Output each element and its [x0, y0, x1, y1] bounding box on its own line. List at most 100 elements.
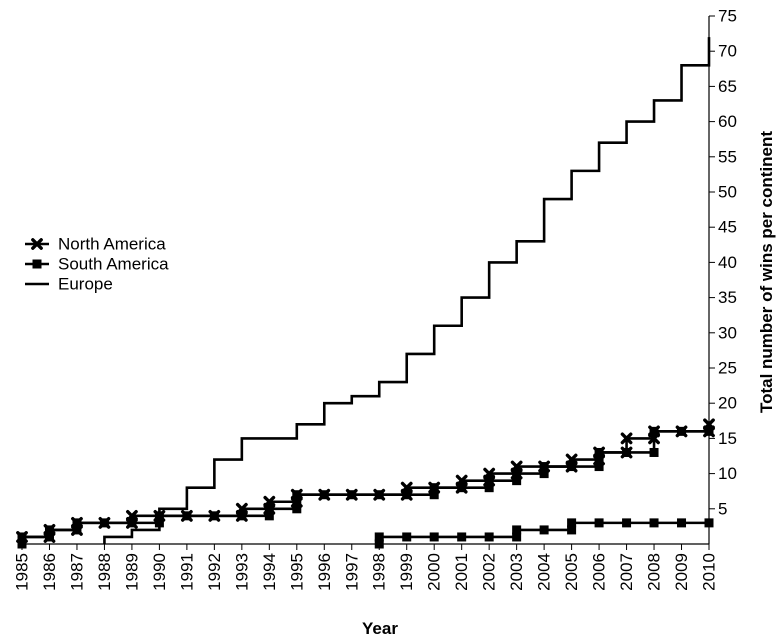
legend-label: South America [58, 255, 169, 274]
series-1-point [99, 518, 109, 528]
x-tick-label: 2007 [617, 553, 636, 591]
series-1-point [512, 469, 522, 479]
x-tick-label: 2001 [452, 553, 471, 591]
plot-markers [16, 418, 715, 549]
x-tick-label: 2004 [535, 553, 554, 591]
series-1-point [567, 462, 577, 472]
y-axis: 5 10 15 20 25 30 35 40 45 50 55 60 65 70 75 [708, 7, 737, 544]
plot-lines [20, 37, 711, 544]
series-2-point [457, 532, 467, 542]
series-1-point [17, 532, 27, 542]
series-2-point [402, 532, 412, 542]
y-tick-label: 35 [718, 288, 737, 307]
series-2-point [484, 532, 494, 542]
x-tick-label: 1987 [67, 553, 86, 591]
legend-item: North America [25, 235, 166, 254]
x-tick-label: 1990 [150, 553, 169, 591]
series-1-point [72, 518, 82, 528]
x-tick-label: 2008 [645, 553, 664, 591]
series-1-point [594, 455, 604, 465]
series-1-point [594, 462, 604, 472]
series-2-point [677, 518, 687, 528]
y-tick-label: 25 [718, 359, 737, 378]
series-1-point [594, 447, 604, 457]
series-2-point [512, 525, 522, 535]
series-1-point [347, 490, 357, 500]
y-tick-label: 50 [718, 183, 737, 202]
y-axis-title: Total number of wins per continent [757, 131, 776, 413]
series-1-point [292, 490, 302, 500]
series-1-point [649, 447, 659, 457]
series-1-point [44, 532, 54, 542]
y-tick-label: 45 [718, 218, 737, 237]
x-tick-label: 1998 [370, 553, 389, 591]
x-tick-label: 1988 [95, 553, 114, 591]
y-tick-label: 10 [718, 464, 737, 483]
series-1-point [402, 490, 412, 500]
series-1-point [209, 511, 219, 521]
x-tick-label: 2003 [507, 553, 526, 591]
x-tick-label: 1991 [177, 553, 196, 591]
series-1-point [539, 462, 549, 472]
y-tick-label: 75 [718, 7, 737, 26]
series-1-point [292, 497, 302, 507]
x-tick-label: 2000 [425, 553, 444, 591]
series-1-point [512, 476, 522, 486]
series-1-point [154, 518, 164, 528]
x-tick-label: 1989 [122, 553, 141, 591]
series-2-point [539, 525, 549, 535]
series-0-point [620, 432, 633, 445]
x-tick-label: 2002 [480, 553, 499, 591]
legend-label: North America [58, 235, 166, 254]
y-tick-label: 30 [718, 323, 737, 342]
series-1-point [44, 525, 54, 535]
x-tick-label: 2005 [562, 553, 581, 591]
legend-item: Europe [25, 275, 113, 294]
x-tick-label: 1994 [260, 553, 279, 591]
series-1-point [72, 525, 82, 535]
x-tick-label: 1993 [232, 553, 251, 591]
series-1-point [539, 469, 549, 479]
series-2-point [429, 532, 439, 542]
y-tick-label: 20 [718, 394, 737, 413]
x-axis-title: Year [362, 619, 398, 638]
series-2-point [649, 518, 659, 528]
x-tick-label: 1999 [397, 553, 416, 591]
series-1-point [237, 511, 247, 521]
series-line-1 [20, 430, 709, 544]
x-tick-label: 1997 [342, 553, 361, 591]
series-1-point [484, 476, 494, 486]
series-2-point [567, 525, 577, 535]
series-2-point [567, 518, 577, 528]
x-tick-label: 2009 [672, 553, 691, 591]
series-1-point [374, 490, 384, 500]
x-axis: 1985 1986 1987 1988 1989 1990 1991 1992 1993 1994… [13, 543, 719, 591]
y-tick-label: 60 [718, 112, 737, 131]
legend-item: South America [25, 255, 169, 274]
y-tick-label: 70 [718, 42, 737, 61]
x-tick-label: 1985 [13, 553, 32, 591]
series-line-2 [377, 521, 709, 544]
x-tick-label: 2006 [590, 553, 609, 591]
series-1-point [264, 504, 274, 514]
x-tick-label: 1996 [315, 553, 334, 591]
y-tick-label: 55 [718, 147, 737, 166]
legend-marker [32, 259, 42, 269]
y-tick-label: 15 [718, 429, 737, 448]
series-1-point [457, 483, 467, 493]
series-2-point [622, 518, 632, 528]
series-1-point [292, 504, 302, 514]
series-1-point [319, 490, 329, 500]
series-2-point [374, 532, 384, 542]
series-1-point [154, 511, 164, 521]
y-tick-label: 65 [718, 77, 737, 96]
series-1-point [649, 426, 659, 436]
y-tick-label: 5 [718, 499, 727, 518]
x-tick-label: 1995 [287, 553, 306, 591]
series-1-point [264, 511, 274, 521]
series-1-point [429, 490, 439, 500]
series-1-point [622, 447, 632, 457]
x-tick-label: 2010 [700, 553, 719, 591]
